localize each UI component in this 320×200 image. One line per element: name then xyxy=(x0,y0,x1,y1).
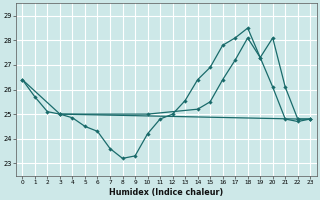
X-axis label: Humidex (Indice chaleur): Humidex (Indice chaleur) xyxy=(109,188,223,197)
